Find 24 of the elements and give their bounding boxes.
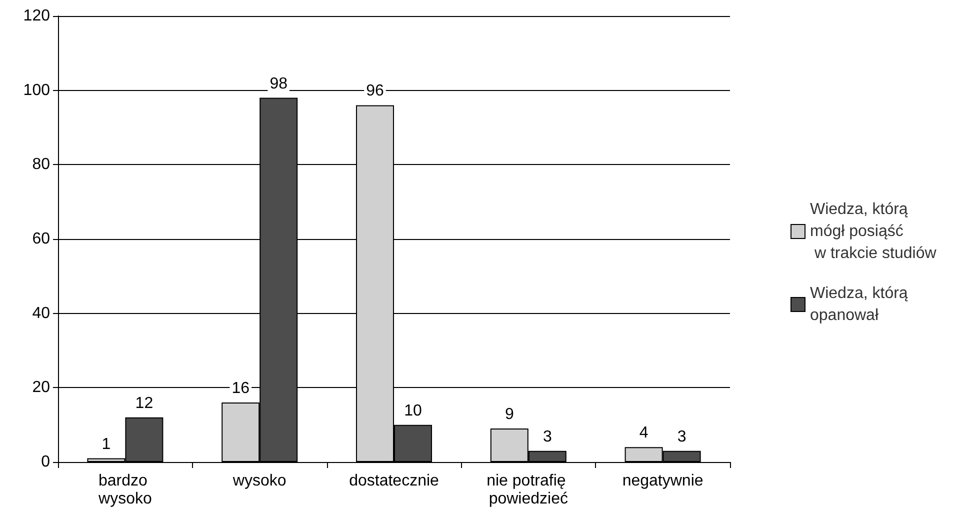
data-label: 3 xyxy=(677,428,686,446)
data-label: 10 xyxy=(404,402,422,420)
data-label: 4 xyxy=(639,424,648,442)
y-tick-label: 20 xyxy=(32,379,50,396)
x-tick-label: dostatecznie xyxy=(349,472,440,490)
legend-label: Wiedza, którą mógł posiąść w trakcie studiów xyxy=(810,201,937,262)
data-label: 96 xyxy=(366,82,384,100)
y-tick-label: 80 xyxy=(32,156,50,174)
data-label: 1 xyxy=(102,436,111,453)
data-label: 98 xyxy=(270,75,288,92)
x-tick-label: bardzo wysoko xyxy=(98,472,152,508)
y-tick-label: 0 xyxy=(41,454,50,470)
data-label: 9 xyxy=(504,406,514,424)
data-label: 12 xyxy=(135,394,154,412)
legend-label: Wiedza, którą opanował xyxy=(810,285,912,324)
y-tick-label: 120 xyxy=(23,8,50,24)
x-tick-label: negatywnie xyxy=(622,472,704,490)
data-label: 16 xyxy=(232,380,250,398)
y-tick-label: 40 xyxy=(32,304,50,322)
x-tick-label: nie potrafię powiedzieć xyxy=(486,472,570,508)
data-label: 3 xyxy=(542,428,552,446)
y-tick-label: 60 xyxy=(32,230,50,248)
x-tick-label: wysoko xyxy=(232,472,286,490)
y-tick-label: 100 xyxy=(23,82,50,99)
